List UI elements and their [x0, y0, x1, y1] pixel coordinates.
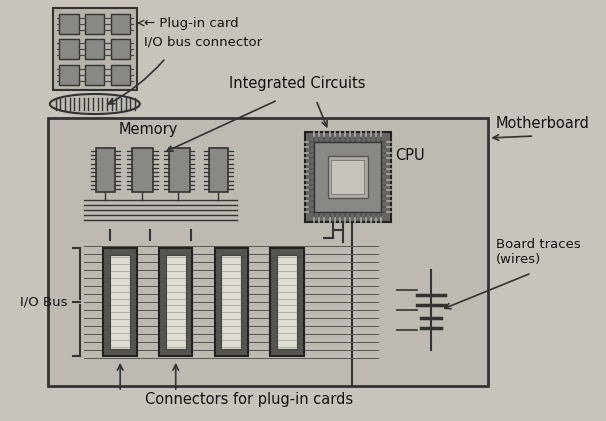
- Bar: [53, 8, 137, 90]
- Ellipse shape: [50, 94, 140, 114]
- Bar: [314, 142, 381, 212]
- Text: I/O bus connector: I/O bus connector: [144, 35, 262, 48]
- Text: CPU: CPU: [396, 148, 425, 163]
- Bar: [165, 255, 186, 349]
- Bar: [85, 64, 104, 85]
- Text: ← Plug-in card: ← Plug-in card: [144, 16, 238, 29]
- Bar: [327, 156, 368, 198]
- Bar: [59, 39, 79, 59]
- Bar: [59, 13, 79, 34]
- Bar: [96, 148, 115, 192]
- Text: Board traces
(wires): Board traces (wires): [496, 238, 581, 266]
- Text: Connectors for plug-in cards: Connectors for plug-in cards: [145, 392, 353, 407]
- Bar: [270, 248, 304, 356]
- Bar: [111, 39, 130, 59]
- Bar: [85, 39, 104, 59]
- Bar: [85, 13, 104, 34]
- Bar: [48, 118, 488, 386]
- Text: Integrated Circuits: Integrated Circuits: [228, 76, 365, 91]
- Bar: [331, 160, 364, 194]
- Bar: [208, 148, 228, 192]
- Text: I/O Bus: I/O Bus: [21, 296, 68, 309]
- Bar: [168, 148, 190, 192]
- Bar: [110, 255, 130, 349]
- Bar: [111, 13, 130, 34]
- Bar: [277, 255, 297, 349]
- Bar: [59, 64, 79, 85]
- Text: Memory: Memory: [119, 122, 178, 137]
- Bar: [111, 64, 130, 85]
- Text: Motherboard: Motherboard: [496, 116, 590, 131]
- Bar: [305, 132, 391, 222]
- Bar: [215, 248, 248, 356]
- Bar: [132, 148, 153, 192]
- Bar: [104, 248, 137, 356]
- Bar: [221, 255, 241, 349]
- Bar: [159, 248, 193, 356]
